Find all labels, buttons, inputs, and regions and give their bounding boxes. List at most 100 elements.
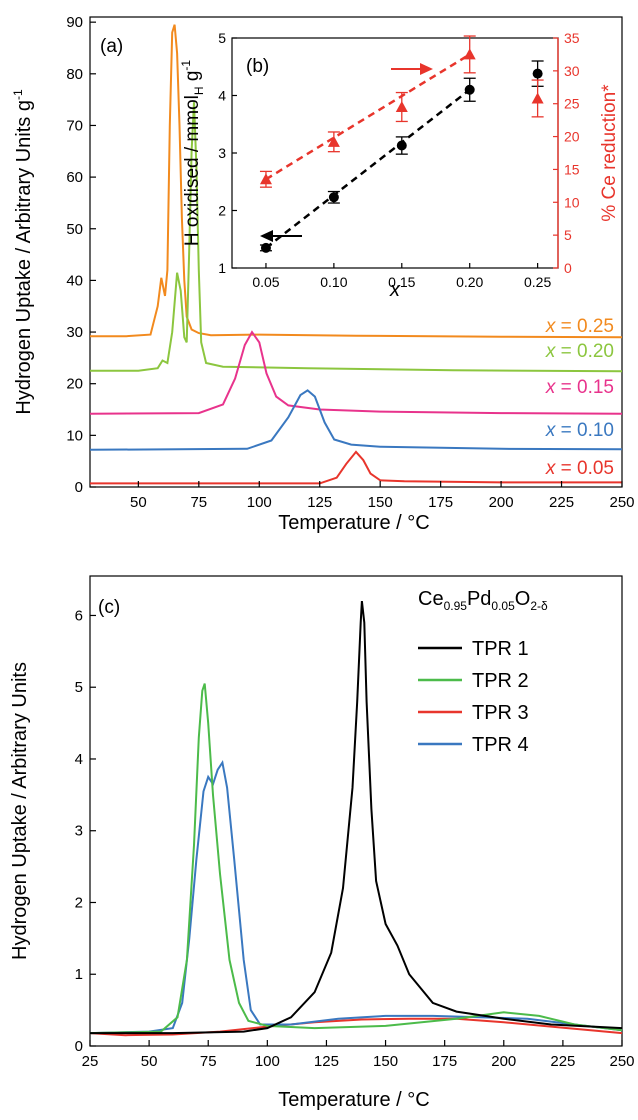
- series-line-a-1: [90, 102, 623, 373]
- panel-c-x-axis-label: Temperature / °C: [278, 1089, 429, 1111]
- x-tick-label-a: 75: [190, 494, 207, 511]
- series-line-a-3: [89, 389, 623, 451]
- panel-b-right-axis-label: % Ce reduction*: [599, 84, 620, 222]
- x-tick-label-c: 200: [491, 1053, 516, 1070]
- series-line-a-4: [90, 450, 622, 485]
- x-tick-label-a: 175: [428, 494, 453, 511]
- legend-title-sub3: 2-δ: [530, 599, 548, 613]
- data-point-ce-reduction: [327, 135, 340, 147]
- y-tick-label-b: 3: [218, 145, 226, 161]
- panel-a-y-axis: 0 10 20 30 40 50 60 70 80 90: [66, 14, 96, 496]
- panel-b-y-axis-label-tail: g: [182, 71, 203, 87]
- series-label-value: = 0.05: [555, 458, 614, 479]
- x-tick-label-c: 175: [432, 1053, 457, 1070]
- panel-c-y-axis-label: Hydrogen Uptake / Arbitrary Units: [9, 662, 31, 960]
- y-tick-label-a: 20: [66, 376, 83, 393]
- series-label-value: = 0.25: [555, 316, 614, 337]
- panel-a-x-axis: 50 75 100 125 150 175 200 225 250: [130, 481, 635, 511]
- panel-b-frame: [231, 37, 559, 269]
- data-point-h-oxidised: [328, 192, 339, 203]
- y-tick-label-a: 50: [66, 221, 83, 238]
- panel-c-y-axis: 0 1 2 3 4 5 6: [75, 607, 96, 1055]
- panel-a-y-axis-label: Hydrogen Uptake / Arbitrary Units g-1: [11, 89, 35, 415]
- data-point-h-oxidised: [532, 68, 543, 79]
- series-label-a-1: x = 0.20: [545, 341, 614, 362]
- series-label-x: x: [545, 316, 557, 337]
- series-label-value: = 0.20: [555, 341, 614, 362]
- y-tick-label-b: 2: [218, 203, 226, 219]
- x-tick-label-b: 0.05: [252, 274, 279, 290]
- data-point-ce-reduction: [395, 101, 408, 112]
- legend-label-c-3: TPR 4: [472, 734, 529, 756]
- x-tick-label-b: 0.25: [524, 274, 551, 290]
- panel-b-markers: [259, 35, 544, 253]
- y-tick-label-a: 30: [66, 324, 83, 341]
- panel-b-y-axis-label-main: H oxidised / mmol: [182, 95, 203, 246]
- x-tick-label-c: 125: [314, 1053, 339, 1070]
- panel-b-y-axis-label-sub: H: [192, 86, 206, 95]
- right-tick-label-b: 5: [564, 227, 572, 243]
- legend-title-sub1: 0.95: [444, 599, 468, 613]
- panel-a-x-axis-label: Temperature / °C: [278, 512, 429, 534]
- panel-a: 50 75 100 125 150 175 200 225 250 01020304050607…: [11, 14, 635, 534]
- series-label-a-2: x = 0.15: [545, 377, 614, 398]
- right-tick-label-b: 35: [564, 30, 580, 46]
- panel-a-series-labels: x = 0.25x = 0.20x = 0.15x = 0.10x = 0.05: [545, 316, 614, 479]
- panel-a-frame: [89, 16, 623, 488]
- series-label-a-0: x = 0.25: [545, 316, 614, 337]
- panel-b-inset: 0.05 0.10 0.15 0.20 0.251234505101520253035 …: [179, 30, 620, 301]
- panel-b-label: (b): [246, 56, 269, 77]
- legend-title-o: O: [515, 588, 531, 610]
- right-axis-arrow: [391, 63, 433, 75]
- series-label-x: x: [545, 341, 557, 362]
- series-label-x: x: [545, 377, 557, 398]
- y-tick-label-c: 5: [75, 679, 83, 696]
- x-tick-label-a: 225: [549, 494, 574, 511]
- panel-a-label: (a): [100, 36, 123, 57]
- right-tick-label-b: 15: [564, 161, 580, 177]
- x-tick-label-c: 50: [141, 1053, 158, 1070]
- series-line-a-2: [89, 330, 623, 415]
- y-tick-label-a: 80: [66, 66, 83, 83]
- y-tick-label-a: 90: [66, 14, 83, 31]
- y-tick-label-b: 1: [218, 260, 226, 276]
- panel-b-axes: 0.05 0.10 0.15 0.20 0.25 1 2 3 4 5 0 5 10 15 20 25 30 35: [218, 30, 580, 290]
- x-tick-label-b: 0.10: [320, 274, 347, 290]
- series-label-value: = 0.15: [555, 377, 614, 398]
- data-point-ce-reduction: [463, 48, 476, 60]
- y-tick-label-a: 40: [66, 272, 83, 289]
- fit-line-b-1: [265, 53, 471, 181]
- panel-c-legend-title: Ce0.95Pd0.05O2-δ: [418, 588, 548, 613]
- y-tick-label-c: 6: [75, 607, 83, 624]
- x-tick-label-c: 25: [82, 1053, 99, 1070]
- data-point-h-oxidised: [464, 84, 475, 95]
- x-tick-label-b: 0.15: [388, 274, 415, 290]
- series-label-value: = 0.10: [555, 420, 614, 441]
- series-line-a-0: [90, 24, 623, 339]
- right-tick-label-b: 30: [564, 63, 580, 79]
- left-axis-arrow: [260, 230, 302, 242]
- fit-line-b-0: [265, 88, 471, 249]
- right-tick-label-b: 25: [564, 96, 580, 112]
- x-tick-label-c: 225: [550, 1053, 575, 1070]
- x-tick-label-a: 250: [609, 494, 634, 511]
- x-tick-label-a: 100: [247, 494, 272, 511]
- panel-b-x-axis-label: x: [389, 279, 401, 301]
- series-line-c-3: [89, 759, 623, 1035]
- panel-a-y-axis-label-sup: -1: [11, 89, 25, 100]
- y-tick-label-a: 70: [66, 117, 83, 134]
- x-tick-label-a: 150: [368, 494, 393, 511]
- series-label-a-4: x = 0.05: [545, 458, 614, 479]
- right-tick-label-b: 10: [564, 194, 580, 210]
- x-tick-label-a: 50: [130, 494, 147, 511]
- x-tick-label-c: 150: [373, 1053, 398, 1070]
- x-tick-label-a: 200: [489, 494, 514, 511]
- panel-c-legend: TPR 1 TPR 2 TPR 3 TPR 4: [418, 638, 529, 756]
- series-label-x: x: [545, 420, 557, 441]
- data-point-h-oxidised: [260, 242, 271, 253]
- panel-a-y-axis-label-main: Hydrogen Uptake / Arbitrary Units g: [13, 100, 35, 415]
- legend-title-sub2: 0.05: [491, 599, 515, 613]
- series-label-x: x: [545, 458, 557, 479]
